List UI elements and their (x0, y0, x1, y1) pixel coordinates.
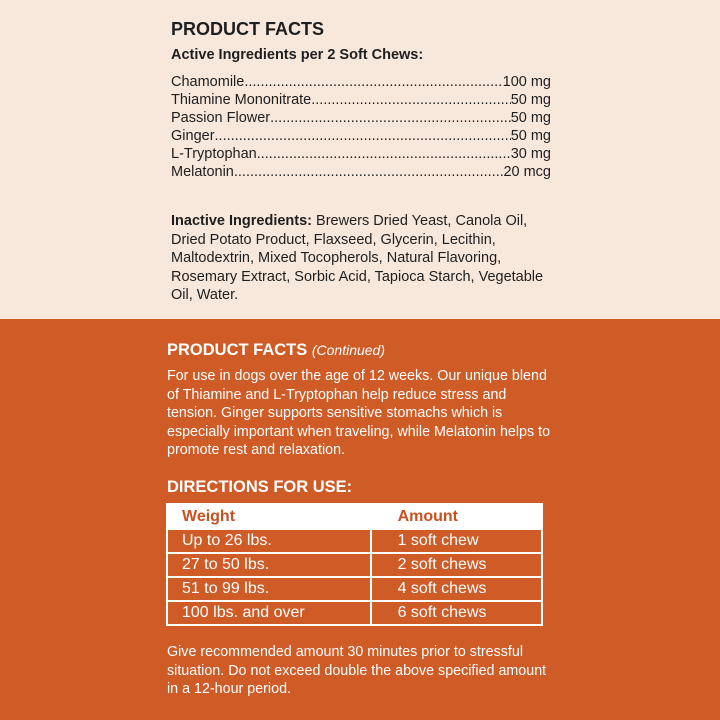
ingredient-row: Melatonin 20 mcg (171, 163, 551, 181)
table-row: Up to 26 lbs. 1 soft chew (168, 530, 541, 552)
continued-subtitle: (Continued) (311, 342, 385, 358)
table-row: 27 to 50 lbs. 2 soft chews (168, 554, 541, 576)
amount-cell: 1 soft chew (371, 530, 541, 552)
continued-title-text: PRODUCT FACTS (167, 341, 312, 359)
ingredient-name: L-Tryptophan (171, 146, 257, 162)
inactive-ingredients-text: Brewers Dried Yeast, Canola Oil, Dried P… (171, 213, 544, 303)
ingredient-amount: 100 mg (502, 74, 551, 90)
weight-cell: 27 to 50 lbs. (168, 554, 370, 576)
weight-cell: Up to 26 lbs. (168, 530, 370, 552)
ingredient-amount: 30 mg (510, 146, 551, 162)
inactive-ingredients: Inactive Ingredients: Brewers Dried Yeas… (171, 212, 561, 305)
amount-cell: 2 soft chews (371, 554, 541, 576)
amount-cell: 6 soft chews (371, 602, 541, 624)
active-ingredients-heading: Active Ingredients per 2 Soft Chews: (171, 47, 424, 63)
ingredient-amount: 50 mg (510, 92, 551, 108)
header-amount: Amount (397, 507, 458, 525)
ingredient-name: Melatonin (171, 164, 234, 180)
inactive-ingredients-label: Inactive Ingredients: (171, 213, 313, 229)
product-facts-section: PRODUCT FACTS Active Ingredients per 2 S… (0, 0, 720, 319)
ingredient-name: Passion Flower (171, 110, 271, 126)
ingredient-row: Thiamine Mononitrate 50 mg (171, 91, 551, 109)
directions-table: Weight Amount Up to 26 lbs. 1 soft chew 27… (166, 503, 543, 626)
product-facts-title: PRODUCT FACTS (171, 19, 324, 39)
table-row: 100 lbs. and over 6 soft chews (168, 602, 541, 624)
directions-title: DIRECTIONS FOR USE: (167, 478, 353, 496)
ingredient-row: Chamomile 100 mg (171, 73, 551, 91)
ingredient-row: Passion Flower 50 mg (171, 109, 551, 127)
ingredient-amount: 50 mg (510, 110, 551, 126)
weight-cell: 51 to 99 lbs. (168, 578, 370, 600)
header-weight: Weight (182, 507, 236, 525)
ingredient-name: Ginger (171, 128, 215, 144)
table-header: Weight Amount (168, 505, 541, 528)
amount-cell: 4 soft chews (371, 578, 541, 600)
ingredient-amount: 20 mcg (503, 164, 551, 180)
table-row: 51 to 99 lbs. 4 soft chews (168, 578, 541, 600)
description: For use in dogs over the age of 12 weeks… (167, 368, 551, 458)
ingredient-row: L-Tryptophan 30 mg (171, 145, 551, 163)
ingredient-row: Ginger 50 mg (171, 127, 551, 145)
ingredient-name: Thiamine Mononitrate (171, 92, 312, 108)
ingredient-amount: 50 mg (510, 128, 551, 144)
directions-note: Give recommended amount 30 minutes prior… (167, 644, 547, 697)
continued-section: PRODUCT FACTS (Continued) For use in dog… (0, 319, 720, 720)
ingredient-name: Chamomile (171, 74, 245, 90)
active-ingredients-list: Chamomile 100 mg Thiamine Mononitrate 50… (171, 73, 551, 181)
weight-cell: 100 lbs. and over (168, 602, 370, 624)
continued-title: PRODUCT FACTS (Continued) (167, 341, 385, 360)
